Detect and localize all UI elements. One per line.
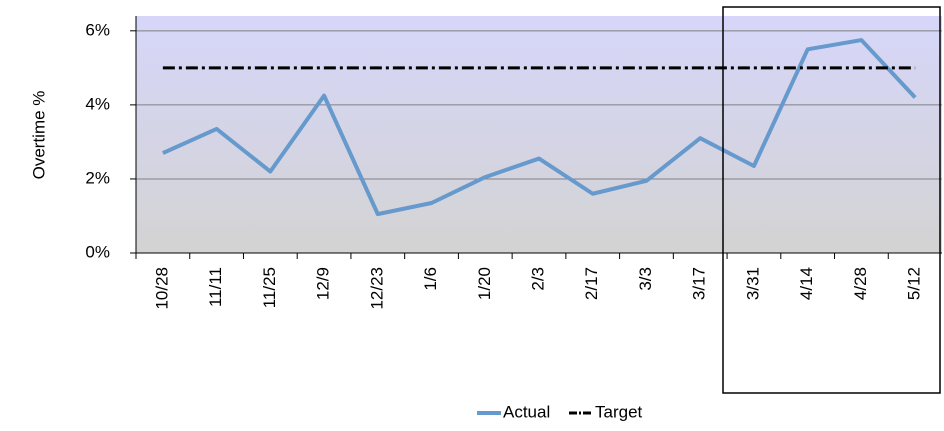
x-tick-label: 3/17 [690,267,709,300]
y-axis-label: Overtime % [29,91,48,180]
legend-label: Target [595,402,643,421]
x-tick-label: 2/3 [528,267,547,291]
y-tick-label: 6% [85,20,110,39]
x-tick-label: 4/14 [797,267,816,300]
x-tick-label: 2/17 [582,267,601,300]
x-tick-label: 12/23 [367,267,386,310]
y-tick-label: 2% [85,168,110,187]
legend-label: Actual [503,402,550,421]
x-tick-label: 12/9 [314,267,333,300]
x-tick-label: 4/28 [851,267,870,300]
x-tick-label: 3/31 [743,267,762,300]
plot: 0% 2% 4% 6% 10/28 11/11 11/25 12/9 12/23 1/6 1/20 2… [85,16,942,310]
y-tick-label: 4% [85,94,110,113]
x-tick-label: 10/28 [152,267,171,310]
series-line [162,38,917,217]
x-tick-label: 5/12 [905,267,924,300]
x-tick-label: 11/25 [260,267,279,308]
highlight-box [722,6,941,394]
x-tick-label: 11/11 [206,267,225,307]
x-tick-label: 1/20 [475,267,494,300]
plot-area [136,16,942,253]
y-tick-label: 0% [85,242,110,261]
x-tick-label: 3/3 [636,267,655,291]
x-tick-label: 1/6 [421,267,440,291]
